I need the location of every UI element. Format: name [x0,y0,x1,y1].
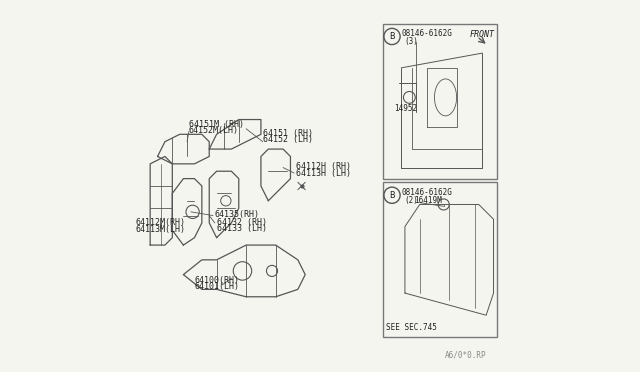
Text: A6/0*0.RP: A6/0*0.RP [445,350,486,359]
Text: 08146-6162G: 08146-6162G [402,29,453,38]
Text: B: B [389,32,395,41]
Text: 64113M(LH): 64113M(LH) [136,225,186,234]
Text: 14952: 14952 [394,104,417,113]
Bar [383,23,497,179]
Text: 64151 (RH): 64151 (RH) [263,129,313,138]
Text: 16419M: 16419M [414,196,442,205]
Text: (2): (2) [404,196,418,205]
Text: 64112M(RH): 64112M(RH) [136,218,186,227]
Text: 64113H (LH): 64113H (LH) [296,169,351,177]
Text: 64100(RH): 64100(RH) [194,276,239,285]
Text: (3): (3) [404,37,418,46]
Text: 64152 (LH): 64152 (LH) [263,135,313,144]
Bar [383,182,497,337]
Text: SEE SEC.745: SEE SEC.745 [387,323,437,332]
Text: 64112H (RH): 64112H (RH) [296,162,351,171]
Text: 64152M(LH): 64152M(LH) [189,126,239,135]
Text: FRONT: FRONT [470,30,495,39]
Text: 64151M (RH): 64151M (RH) [189,120,244,129]
Text: 64135(RH): 64135(RH) [215,210,260,219]
Text: 64101(LH): 64101(LH) [194,282,239,291]
Text: B: B [389,191,395,200]
Text: 08146-6162G: 08146-6162G [402,188,453,197]
Text: 64132 (RH): 64132 (RH) [216,218,267,227]
Text: 64133 (LH): 64133 (LH) [216,224,267,233]
